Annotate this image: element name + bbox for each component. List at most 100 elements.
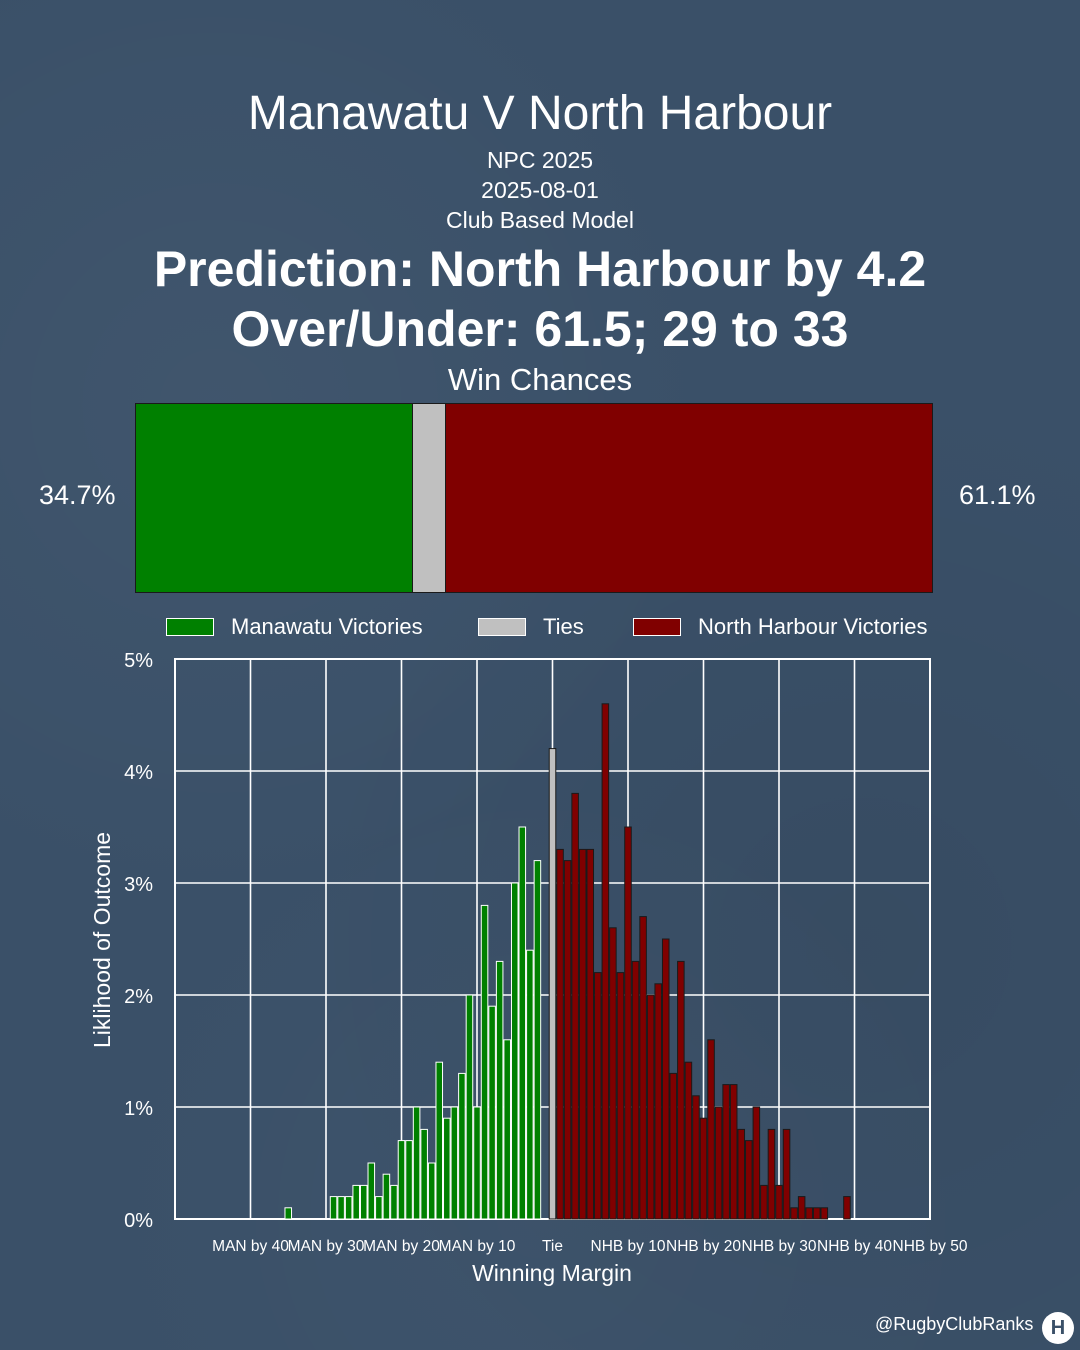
x-tick-label: NHB by 50 [893,1238,968,1255]
histogram-bar [352,1184,360,1220]
competition-label: NPC 2025 [486,147,594,173]
page-title: Manawatu V North Harbour [247,87,833,140]
x-tick-label: NHB by 10 [591,1238,666,1255]
y-tick-label: 3% [124,874,153,896]
manawatu-win-segment [135,403,413,593]
histogram-bar [344,1196,353,1220]
match-date: 2025-08-01 [481,177,599,203]
histogram-bar [578,848,587,1220]
histogram-bar [624,826,632,1220]
y-tick-label: 1% [124,1098,153,1120]
histogram-bar [533,860,542,1220]
histogram-bar [284,1207,293,1220]
histogram-bar [458,1072,466,1220]
model-label: Club Based Model [446,207,634,233]
histogram-bar [737,1128,746,1220]
histogram-bar [397,1140,406,1220]
histogram-bar [571,792,579,1220]
x-tick-label: NHB by 20 [666,1238,741,1255]
histogram-bar [654,983,662,1220]
histogram-bar [465,994,474,1220]
north-harbour-win-pct: 61.1% [959,480,1036,510]
histogram-bar [790,1207,798,1220]
legend-item-north-harbour: North Harbour Victories [633,612,927,642]
y-tick-label: 4% [124,762,153,784]
histogram-bar [729,1084,738,1220]
x-tick-label: MAN by 40 [212,1238,289,1255]
x-tick-label: Tie [542,1238,563,1255]
histogram-bar [405,1140,413,1220]
histogram-bar [609,927,617,1220]
histogram-bar [495,960,504,1220]
histogram-bar [450,1106,459,1220]
histogram-bar [382,1173,391,1220]
histogram-bar [443,1117,451,1220]
x-tick-label: MAN by 10 [439,1238,516,1255]
histogram-bar [646,994,655,1220]
over-under-text: Over/Under: 61.5; 29 to 33 [231,301,849,357]
histogram-bar [420,1128,428,1220]
win-chances-bar [135,403,933,593]
histogram-bar [548,748,557,1220]
legend-item-manawatu: Manawatu Victories [166,612,423,642]
histogram-bar [329,1196,338,1220]
histogram-bar [677,960,685,1220]
histogram-bar [767,1128,776,1220]
histogram-bar [661,938,670,1220]
histogram-bar [805,1207,813,1220]
x-tick-label: MAN by 20 [363,1238,440,1255]
histogram-bar [359,1184,368,1220]
histogram-bar [616,972,625,1220]
histogram-bar [812,1207,821,1220]
histogram-bar [745,1140,753,1220]
histogram-bar [390,1184,398,1220]
y-axis-label: Liklihood of Outcome [89,832,115,1048]
histogram-bar [510,882,519,1220]
y-tick-label: 2% [124,986,153,1008]
legend-item-ties: Ties [478,612,584,642]
y-tick-label: 5% [124,650,153,672]
histogram-bar [631,960,640,1220]
histogram-bar [427,1162,436,1220]
x-tick-label: NHB by 30 [742,1238,817,1255]
histogram-bar [699,1117,708,1220]
histogram-bar [594,972,602,1220]
histogram-bar [707,1039,715,1220]
legend-label-manawatu: Manawatu Victories [231,614,423,639]
win-chances-title: Win Chances [447,362,633,397]
histogram-bar [820,1207,829,1220]
histogram-bar [526,949,534,1220]
histogram-bar [669,1072,678,1220]
histogram-bar [843,1196,851,1220]
prediction-text: Prediction: North Harbour by 4.2 [153,241,927,297]
legend-swatch-ties [478,618,526,636]
histogram-bar [797,1196,806,1220]
histogram-bar [435,1061,444,1220]
legend-swatch-north-harbour [633,618,681,636]
histogram-bar [412,1106,421,1220]
histogram-bars [284,703,851,1220]
histogram-bar [586,848,595,1220]
legend-label-ties: Ties [543,614,584,639]
histogram-bar [722,1084,730,1220]
x-axis-label: Winning Margin [472,1260,632,1286]
legend-swatch-manawatu [166,618,214,636]
histogram-bar [752,1106,761,1220]
x-tick-label: MAN by 30 [288,1238,365,1255]
histogram-bar [692,1095,700,1220]
histogram-bar [503,1039,511,1220]
twitter-handle[interactable]: @RugbyClubRanks [875,1314,1034,1334]
histogram-bar [480,904,489,1220]
x-tick-label: NHB by 40 [817,1238,892,1255]
histogram-bar [518,826,527,1220]
histogram-bar [760,1184,768,1220]
histogram-bar [714,1106,723,1220]
north-harbour-win-segment [445,403,933,593]
legend-label-north-harbour: North Harbour Victories [698,614,928,639]
y-tick-label: 0% [124,1210,153,1232]
histogram-bar [375,1196,383,1220]
manawatu-win-pct: 34.7% [39,480,116,510]
histogram-bar [556,848,564,1220]
histogram-bar [639,916,647,1220]
